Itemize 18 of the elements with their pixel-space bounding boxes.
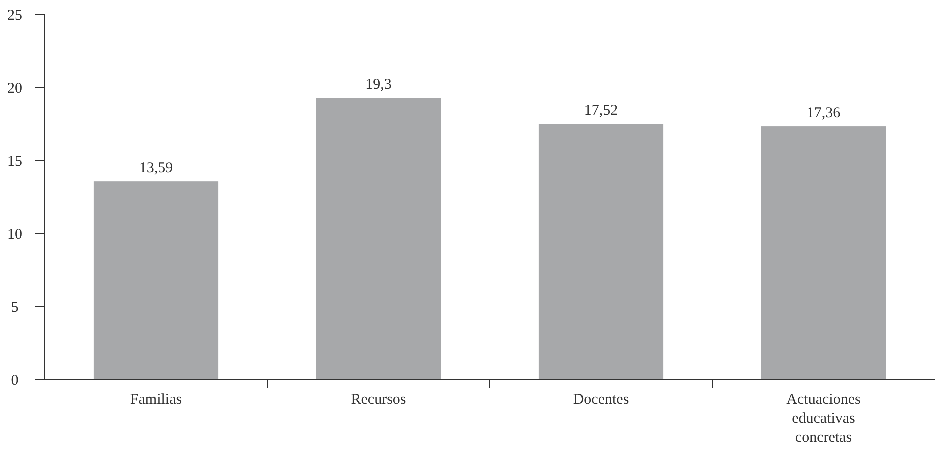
y-tick-label: 15	[8, 154, 22, 170]
y-tick-label: 10	[8, 227, 22, 243]
y-tick-label: 20	[8, 81, 22, 97]
x-tick-label: Familias	[130, 392, 182, 408]
y-tick-label: 0	[11, 373, 19, 389]
bar	[538, 124, 664, 380]
data-label: 17,52	[584, 103, 618, 120]
data-label: 19,3	[366, 77, 392, 94]
bar	[94, 182, 219, 380]
data-label: 13,59	[139, 160, 174, 177]
x-tick-label: Docentes	[573, 392, 630, 408]
y-tick-label: 25	[8, 8, 22, 24]
bar	[316, 98, 442, 380]
data-label: 17,36	[806, 106, 842, 122]
y-tick-label: 5	[11, 300, 19, 316]
bar	[761, 126, 886, 380]
x-tick-label: Actuaciones educativas concretas	[786, 392, 861, 446]
x-tick-label: Recursos	[351, 392, 406, 408]
